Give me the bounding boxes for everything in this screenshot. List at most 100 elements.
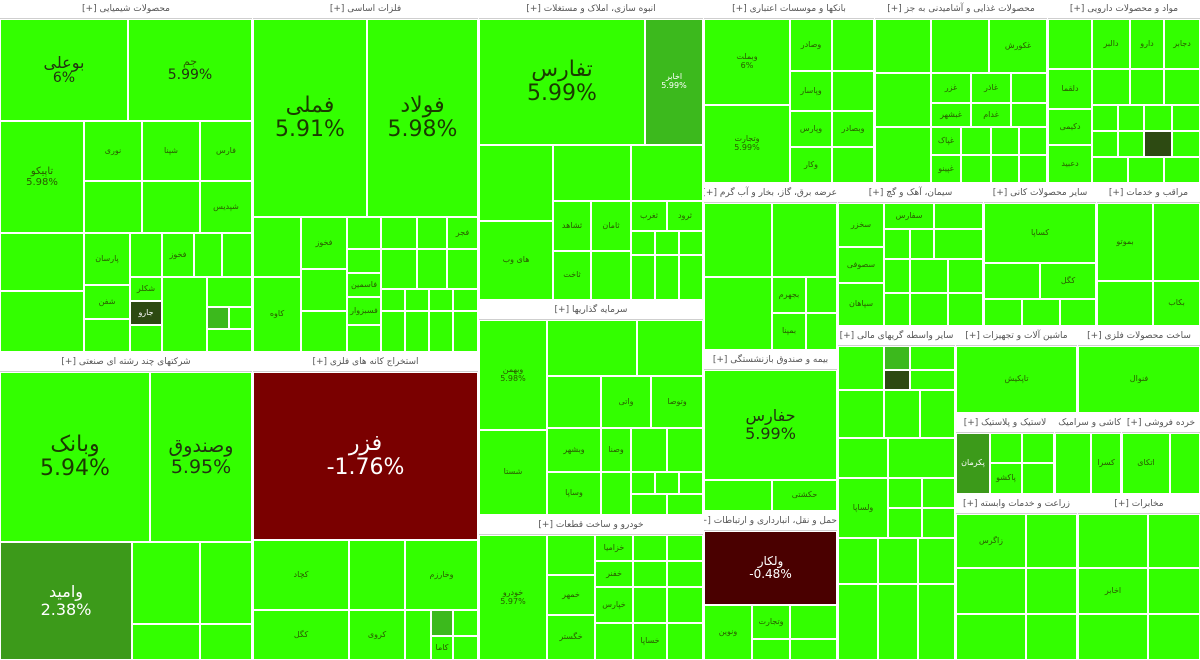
tile-small[interactable] (405, 311, 429, 352)
tile-small[interactable] (922, 478, 955, 508)
tile-small[interactable] (679, 255, 703, 300)
tile-small[interactable] (961, 155, 991, 183)
tile-small[interactable] (1022, 433, 1054, 463)
tile-small[interactable]: تاپیکو 5.98% (0, 121, 84, 233)
sector-header[interactable]: سیمان، آهک و گچ [+] (838, 184, 983, 203)
tile-small[interactable] (667, 535, 703, 561)
tile-small[interactable]: ثشاهد (553, 201, 591, 251)
sector-header[interactable]: شرکتهای چند رشته ای صنعتی [+] (0, 353, 252, 372)
tile-small[interactable] (1078, 614, 1148, 660)
sector-pharma[interactable]: مواد و محصولات دارویی [+] دالبر دارو دجا… (1048, 0, 1200, 183)
tile-small[interactable]: فخوز (301, 217, 347, 269)
tile-small[interactable]: وپارس (790, 111, 832, 147)
tile-small[interactable] (405, 289, 429, 311)
tile-small[interactable] (1048, 19, 1092, 69)
sector-finance[interactable]: سایر واسطه گریهای مالی [+] ولساپا (838, 327, 955, 660)
tile-small[interactable] (667, 494, 703, 515)
tile-small[interactable]: ثغرب (631, 201, 667, 231)
tile-small[interactable]: وصنا (601, 428, 631, 472)
sector-banks[interactable]: بانکها و موسسات اعتباری [+] وبملت 6% وتج… (704, 0, 874, 183)
tile-small[interactable] (875, 127, 931, 183)
sector-header[interactable]: بانکها و موسسات اعتباری [+] (704, 0, 874, 19)
tile-small[interactable] (790, 605, 837, 639)
tile-small[interactable] (633, 587, 667, 623)
sector-header[interactable]: مراقب و خدمات [+] (1097, 184, 1200, 203)
sector-telecom[interactable]: مخابرات [+] اخابر (1078, 495, 1200, 660)
tile-small[interactable] (447, 249, 478, 289)
tile-small[interactable] (878, 538, 918, 584)
tile-small[interactable] (838, 346, 884, 390)
sector-header[interactable]: مخابرات [+] (1078, 495, 1200, 514)
tile-small[interactable] (934, 229, 983, 259)
tile-small[interactable] (162, 277, 207, 352)
tile-small[interactable] (1022, 463, 1054, 494)
tile-small[interactable] (381, 217, 417, 249)
tile-small[interactable]: غپینو (931, 155, 961, 183)
tile-small[interactable] (918, 584, 955, 660)
tile-small[interactable] (910, 229, 934, 259)
tile-small[interactable] (222, 233, 252, 277)
tile-small[interactable]: کگل (253, 610, 349, 660)
tile-small[interactable]: وخارزم (405, 540, 478, 610)
tile-small[interactable]: کروی (349, 610, 405, 660)
tile-small[interactable] (0, 291, 84, 352)
sector-food[interactable]: محصولات غذایی و آشامیدنی به جز [+] غکورش… (875, 0, 1047, 183)
tile-small[interactable] (704, 203, 772, 277)
tile-small[interactable] (207, 329, 252, 352)
tile-small[interactable] (1019, 127, 1047, 155)
tile-small[interactable] (910, 370, 955, 390)
tile-small[interactable] (349, 540, 405, 610)
sector-cement[interactable]: سیمان، آهک و گچ [+] سخزر سفارس سصوفی سپا… (838, 184, 983, 326)
tile-small[interactable] (200, 624, 252, 660)
tile-small[interactable]: کسرا (1091, 433, 1121, 494)
tile-small[interactable]: غدام (971, 103, 1011, 127)
tile-small[interactable] (884, 346, 910, 370)
sector-header[interactable]: مواد و محصولات دارویی [+] (1048, 0, 1200, 19)
tile-small[interactable]: دکیمی (1048, 109, 1092, 145)
sector-header[interactable]: انبوه سازی، املاک و مستغلات [+] (479, 0, 703, 19)
tile-small[interactable] (1019, 155, 1047, 183)
tile-small[interactable] (956, 568, 1026, 614)
tile-small[interactable] (752, 639, 790, 660)
tile-small[interactable] (595, 623, 633, 660)
sector-investments[interactable]: سرمایه گذاریها [+] وبهمن 5.98% شستا واتی… (479, 301, 703, 515)
sector-header[interactable]: استخراج کانه های فلزی [+] (253, 353, 478, 372)
tile-foolad[interactable]: فولاد 5.98% (367, 19, 478, 217)
tile-small[interactable]: شفن (84, 285, 130, 319)
tile-small[interactable]: وبهمن 5.98% (479, 320, 547, 430)
tile-vabank[interactable]: وبانک 5.94% (0, 372, 150, 542)
sector-header[interactable]: سایر محصولات کانی [+] (984, 184, 1096, 203)
tile-small[interactable] (910, 293, 948, 326)
tile-small[interactable]: بموتو (1097, 203, 1153, 281)
tile-small[interactable] (381, 249, 417, 289)
tile-small[interactable] (934, 203, 983, 229)
tile-jam[interactable]: جم 5.99% (128, 19, 252, 121)
tile-small[interactable]: پکرمان (956, 433, 990, 494)
tile-small[interactable]: کاوه (253, 277, 301, 352)
tile-small[interactable] (990, 433, 1022, 463)
tile-small[interactable]: غبشهر (931, 103, 971, 127)
tile-small[interactable] (1055, 433, 1091, 494)
tile-small[interactable]: وساپا (547, 472, 601, 515)
tile-small[interactable] (253, 217, 301, 277)
tile-small[interactable] (1026, 614, 1077, 660)
tile-small[interactable]: فسبزوار (347, 297, 381, 325)
tile-small[interactable] (838, 438, 888, 478)
tile-small[interactable] (591, 251, 631, 300)
tile-small[interactable] (832, 147, 874, 183)
sector-header[interactable]: حمل و نقل، انبارداری و ارتباطات [+] (704, 512, 837, 531)
tile-small[interactable] (1153, 203, 1200, 281)
tile-small[interactable] (667, 587, 703, 623)
tile-small[interactable]: شکلر (130, 277, 162, 301)
sector-header[interactable]: ماشین آلات و تجهیزات [+] (956, 327, 1077, 346)
tile-small[interactable] (381, 311, 405, 352)
tile-small[interactable] (1022, 299, 1060, 326)
tile-small[interactable] (772, 203, 837, 277)
tile-small[interactable]: سپاهان (838, 283, 884, 326)
sector-header[interactable]: سایر واسطه گریهای مالی [+] (838, 327, 955, 346)
tile-small[interactable] (0, 233, 84, 291)
tile-small[interactable] (84, 181, 142, 233)
tile-small[interactable] (1092, 105, 1118, 131)
tile-small[interactable]: وپاسار (790, 71, 832, 111)
sector-header[interactable]: لاستیک و پلاستیک [+] (956, 414, 1054, 433)
